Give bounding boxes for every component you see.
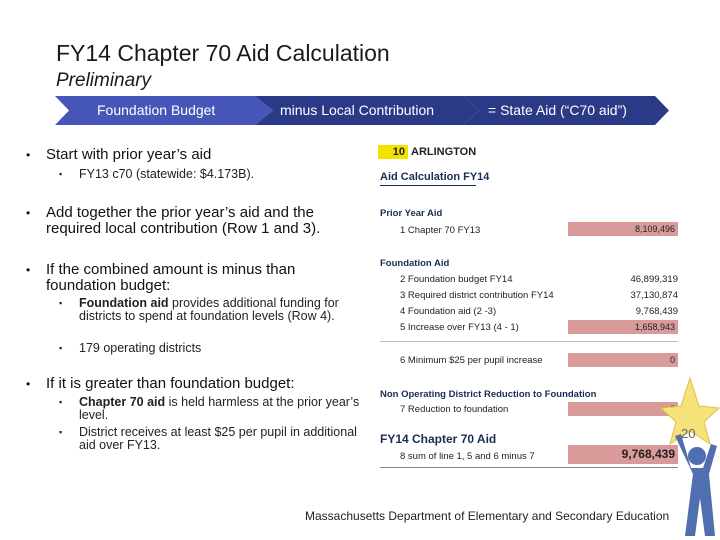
subbullet-text: FY13 c70 (statewide: $4.173B). (79, 167, 255, 181)
flow-step-state-main: State Aid (500, 102, 557, 118)
calc-title: Aid Calculation FY14 (380, 171, 490, 183)
fy14-head: FY14 Chapter 70 Aid (380, 432, 497, 446)
bullet-dot: • (26, 377, 31, 391)
subbullet-dot: ▪ (59, 169, 63, 179)
bullet-combined-less: • If the combined amount is minus than f… (26, 261, 346, 294)
slide-number: 20 (681, 426, 696, 441)
row4-value: 9,768,439 (635, 306, 678, 317)
subbullet-text: 179 operating districts (79, 341, 202, 355)
row5-label: 5 Increase over FY13 (4 - 1) (400, 322, 519, 333)
footer-org: Massachusetts Department of Elementary a… (305, 509, 670, 523)
row6-label: 6 Minimum $25 per pupil increase (400, 355, 543, 366)
subbullet-dot: ▪ (59, 427, 63, 437)
bullet-dot: • (26, 148, 31, 162)
row8-label: 8 sum of line 1, 5 and 6 minus 7 (400, 451, 535, 462)
flow-step-local-prefix: minus (280, 102, 322, 118)
flow-step-state: = State Aid (“C70 aid”) (488, 96, 627, 125)
bullet-prior-year: • Start with prior year’s aid (26, 146, 346, 163)
row4-label: 4 Foundation aid (2 -3) (400, 306, 497, 317)
row8-value: 9,768,439 (568, 445, 678, 464)
flow-step-local: minus Local Contribution (280, 96, 434, 125)
bullet-text: If the combined amount is minus than fou… (46, 261, 296, 294)
chevron-state-aid (463, 96, 669, 125)
bullet-text: Start with prior year’s aid (46, 146, 212, 163)
bullet-dot: • (26, 206, 31, 220)
subbullet-operating-districts: ▪ 179 operating districts (59, 341, 364, 355)
row3-label: 3 Required district contribution FY14 (400, 290, 554, 301)
subbullet-text: provides additional funding for district… (79, 296, 339, 323)
chevron-foundation-budget (55, 96, 273, 125)
nonop-head: Non Operating District Reduction to Foun… (380, 389, 597, 400)
calc-title-underline (380, 185, 476, 186)
foundation-head: Foundation Aid (380, 258, 450, 269)
subbullet-held-harmless: ▪ Chapter 70 aid is held harmless at the… (59, 395, 369, 422)
flow-chevrons (55, 96, 669, 125)
subbullet-fy13: ▪ FY13 c70 (statewide: $4.173B). (59, 167, 339, 181)
page-title: FY14 Chapter 70 Aid Calculation (56, 40, 390, 66)
subbullet-min-increase: ▪ District receives at least $25 per pup… (59, 425, 369, 452)
divider (380, 467, 678, 468)
row3-value: 37,130,874 (630, 290, 678, 301)
subbullet-foundation-aid: ▪ Foundation aid provides additional fun… (59, 296, 364, 323)
district-code: 10 (378, 145, 408, 159)
bullet-add-together: • Add together the prior year’s aid and … (26, 204, 368, 237)
chevron-local-contribution (255, 96, 479, 125)
flow-step-local-main: Local Contribution (321, 102, 435, 118)
page-subtitle: Preliminary (56, 70, 152, 91)
flow-step-state-suffix: (“C70 aid”) (556, 102, 627, 118)
bullet-greater-than: • If it is greater than foundation budge… (26, 375, 346, 392)
subbullet-dot: ▪ (59, 397, 63, 407)
row6-value: 0 (568, 353, 678, 367)
row2-value: 46,899,319 (630, 274, 678, 285)
row5-value: 1,658,943 (568, 320, 678, 334)
subbullet-text: District receives at least $25 per pupil… (79, 425, 357, 452)
bullet-text: If it is greater than foundation budget: (46, 375, 295, 392)
bullet-dot: • (26, 263, 31, 277)
district-name: ARLINGTON (411, 146, 477, 158)
row1-value: 8,109,496 (568, 222, 678, 236)
flow-step-foundation: Foundation Budget (97, 102, 216, 118)
divider (380, 341, 678, 342)
bullet-text: Add together the prior year’s aid and th… (46, 204, 321, 237)
subbullet-bold: Chapter 70 aid (79, 395, 166, 409)
row2-label: 2 Foundation budget FY14 (400, 274, 513, 285)
prior-year-head: Prior Year Aid (380, 208, 443, 219)
flow-step-state-prefix: = (488, 102, 501, 118)
row1-label: 1 Chapter 70 FY13 (400, 225, 481, 236)
star-person-logo-icon (659, 376, 720, 536)
subbullet-dot: ▪ (59, 343, 63, 353)
subbullet-bold: Foundation aid (79, 296, 169, 310)
subbullet-dot: ▪ (59, 298, 63, 308)
row7-label: 7 Reduction to foundation (400, 404, 509, 415)
subbullet-text: is held harmless at the prior year’s lev… (79, 395, 360, 422)
